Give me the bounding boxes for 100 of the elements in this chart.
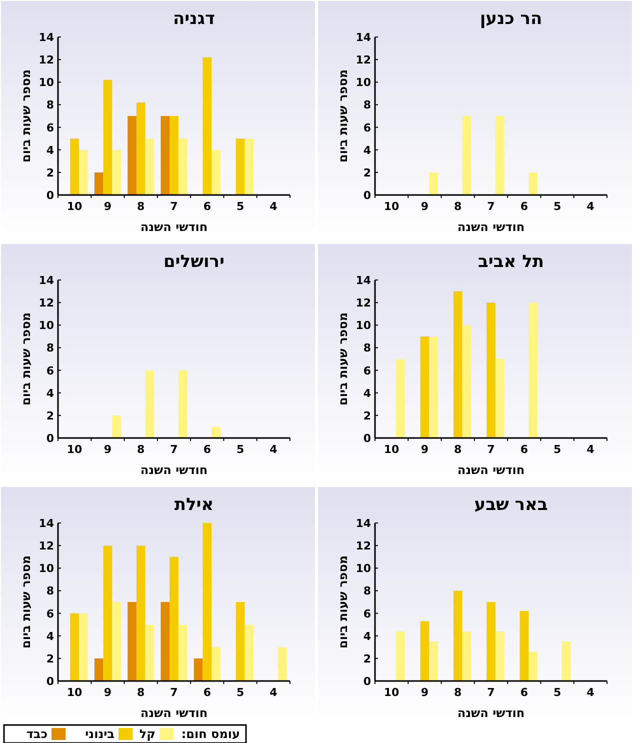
chart-title: ירושלים (163, 252, 225, 272)
x-tick-label: 8 (454, 443, 462, 456)
y-tick-label: 12 (38, 54, 54, 67)
x-tick-label: 5 (553, 200, 562, 213)
y-tick-label: 10 (38, 76, 54, 90)
y-tick-label: 14 (38, 274, 54, 287)
bar (178, 624, 188, 681)
x-tick-label: 9 (420, 443, 429, 456)
bar (212, 426, 220, 438)
bar (128, 116, 136, 195)
bar (194, 658, 203, 681)
bar (160, 116, 170, 195)
y-tick-label: 8 (46, 98, 54, 112)
y-tick-label: 0 (46, 675, 54, 688)
y-tick-label: 12 (356, 54, 371, 67)
x-tick-label: 5 (236, 443, 244, 456)
y-tick-label: 12 (38, 296, 54, 310)
x-tick-label: 10 (384, 443, 400, 456)
x-tick-label: 7 (170, 443, 178, 456)
bar (78, 150, 88, 195)
x-tick-label: 7 (170, 200, 178, 213)
x-tick-label: 9 (420, 200, 429, 213)
bar (420, 336, 430, 438)
y-tick-label: 12 (38, 540, 54, 553)
x-tick-label: 6 (203, 686, 212, 699)
y-tick-label: 10 (356, 562, 372, 576)
chart-title: הר כנען (480, 9, 542, 29)
y-tick-label: 14 (38, 517, 54, 530)
bar (236, 138, 245, 195)
bar (528, 652, 538, 681)
bar (136, 102, 146, 195)
bar (212, 150, 220, 195)
bar (212, 647, 220, 681)
x-tick-label: 10 (384, 686, 400, 699)
x-tick-label: 8 (137, 200, 145, 213)
bar (145, 624, 154, 681)
y-axis-title: מספר שעות ביום (19, 69, 33, 163)
x-axis-title: חודשי השנה (140, 220, 208, 234)
bar (236, 602, 245, 681)
bar (520, 611, 529, 681)
bar (128, 602, 136, 681)
y-axis-title: מספר שעות ביום (19, 555, 33, 649)
x-tick-label: 6 (520, 443, 528, 456)
y-tick-label: 12 (356, 296, 371, 310)
bar (202, 57, 212, 195)
x-tick-label: 9 (104, 443, 112, 456)
bar (78, 613, 88, 681)
bar (112, 150, 121, 195)
bar (453, 590, 462, 681)
y-tick-label: 8 (363, 342, 371, 355)
x-tick-label: 10 (384, 200, 400, 213)
x-tick-label: 8 (137, 686, 145, 699)
y-tick-label: 10 (38, 319, 54, 332)
x-tick-label: 4 (270, 200, 278, 213)
y-tick-label: 2 (363, 652, 371, 666)
x-tick-label: 4 (586, 686, 595, 699)
x-tick-label: 5 (553, 686, 562, 699)
y-tick-label: 6 (46, 364, 54, 378)
x-tick-label: 7 (487, 443, 495, 456)
y-tick-label: 8 (46, 342, 54, 355)
chart-title: באר שבע (474, 495, 548, 515)
legend-title: עומס חום: (181, 727, 240, 741)
y-tick-label: 4 (46, 144, 54, 157)
y-tick-label: 2 (363, 409, 371, 422)
bar (112, 415, 121, 438)
x-axis-title: חודשי השנה (140, 463, 208, 477)
bar (170, 556, 178, 681)
y-tick-label: 6 (363, 364, 372, 378)
bar (562, 642, 571, 681)
bar (136, 546, 146, 681)
bar (453, 291, 462, 438)
y-tick-label: 2 (46, 652, 54, 666)
bar (278, 647, 287, 681)
y-tick-label: 8 (363, 98, 371, 112)
y-tick-label: 6 (363, 607, 372, 620)
legend-label: כבד (26, 727, 48, 741)
y-tick-label: 14 (356, 31, 372, 44)
x-tick-label: 4 (586, 200, 595, 213)
legend-label: בינוני (85, 727, 114, 741)
bar (170, 116, 178, 195)
y-tick-label: 0 (46, 189, 54, 202)
x-tick-label: 9 (104, 200, 112, 213)
y-tick-label: 6 (46, 121, 54, 134)
bar (462, 631, 472, 681)
x-tick-label: 9 (104, 686, 112, 699)
bar (244, 138, 254, 195)
bar (160, 602, 170, 681)
y-axis-title: מספר שעות ביום (336, 69, 350, 163)
y-axis-title: מספר שעות ביום (336, 312, 350, 406)
bar (94, 172, 104, 195)
bar (178, 370, 188, 438)
bar (495, 359, 504, 438)
bar (94, 658, 104, 681)
y-axis-title: מספר שעות ביום (19, 312, 33, 406)
x-tick-label: 8 (454, 686, 462, 699)
x-tick-label: 5 (236, 686, 244, 699)
y-tick-label: 4 (46, 386, 54, 400)
x-tick-label: 10 (66, 443, 83, 456)
x-axis-title: חודשי השנה (457, 220, 525, 234)
bar (420, 621, 430, 681)
